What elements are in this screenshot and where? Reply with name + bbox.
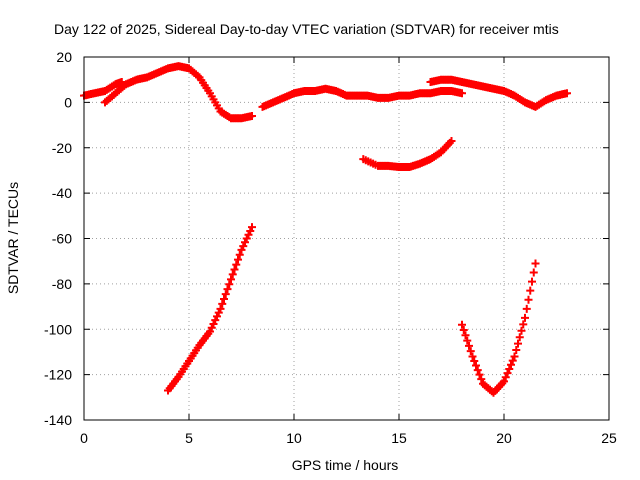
data-point bbox=[529, 268, 538, 277]
data-point bbox=[465, 341, 473, 350]
data-point bbox=[563, 89, 571, 98]
data-point bbox=[447, 136, 456, 145]
data-point bbox=[477, 375, 486, 384]
x-tick-label: 15 bbox=[391, 430, 407, 446]
data-point bbox=[531, 259, 540, 268]
y-tick-label: -60 bbox=[52, 231, 72, 247]
data-point bbox=[524, 295, 533, 304]
data-point bbox=[505, 364, 514, 373]
data-series bbox=[80, 62, 571, 397]
data-point bbox=[468, 352, 477, 361]
axis-ticks: 0 5 10 15 20 25 20 0 -20 -40 -60 -80 -100 -120 -140 bbox=[44, 49, 617, 446]
y-tick-label: 20 bbox=[56, 49, 72, 65]
data-point bbox=[234, 255, 242, 264]
data-point bbox=[470, 357, 479, 366]
x-tick-label: 5 bbox=[185, 430, 193, 446]
y-tick-label: -120 bbox=[44, 367, 72, 383]
data-point bbox=[458, 320, 466, 329]
chart-title: Day 122 of 2025, Sidereal Day-to-day VTE… bbox=[54, 21, 559, 37]
data-point bbox=[475, 370, 484, 379]
plot-frame bbox=[83, 56, 610, 421]
data-point bbox=[528, 277, 536, 286]
y-axis-label: SDTVAR / TECUs bbox=[5, 182, 21, 294]
data-point bbox=[221, 290, 230, 299]
data-point bbox=[514, 339, 522, 348]
y-tick-label: -40 bbox=[52, 185, 72, 201]
data-point bbox=[503, 369, 512, 378]
y-tick-label: -140 bbox=[44, 412, 72, 428]
data-point bbox=[501, 373, 510, 382]
data-point bbox=[228, 270, 237, 279]
data-point bbox=[517, 326, 526, 335]
x-tick-label: 0 bbox=[80, 430, 88, 446]
data-point bbox=[248, 111, 256, 120]
data-point bbox=[519, 320, 528, 329]
data-point bbox=[225, 280, 234, 289]
series-arc-5 bbox=[359, 136, 456, 172]
series-arc-1 bbox=[80, 77, 126, 100]
data-point bbox=[223, 285, 232, 294]
data-point bbox=[235, 250, 244, 259]
data-point bbox=[507, 360, 515, 369]
series-arc-4 bbox=[426, 75, 571, 111]
x-tick-label: 25 bbox=[601, 430, 617, 446]
y-tick-label: -80 bbox=[52, 276, 72, 292]
y-tick-label: -20 bbox=[52, 140, 72, 156]
data-point bbox=[526, 286, 535, 295]
y-tick-label: -100 bbox=[44, 321, 72, 337]
data-point bbox=[508, 356, 517, 365]
data-point bbox=[461, 331, 470, 340]
data-point bbox=[232, 260, 241, 269]
x-tick-label: 10 bbox=[286, 430, 302, 446]
data-point bbox=[218, 299, 227, 308]
data-point bbox=[510, 352, 519, 361]
data-point bbox=[230, 265, 239, 274]
series-arc-6 bbox=[164, 223, 256, 395]
y-tick-label: 0 bbox=[64, 94, 72, 110]
x-axis-label: GPS time / hours bbox=[292, 457, 399, 473]
data-point bbox=[227, 275, 235, 284]
data-point bbox=[459, 326, 468, 335]
data-point bbox=[458, 89, 466, 98]
data-point bbox=[220, 295, 228, 303]
data-point bbox=[521, 313, 529, 322]
x-tick-label: 20 bbox=[496, 430, 512, 446]
data-point bbox=[512, 346, 521, 355]
data-point bbox=[466, 347, 475, 356]
series-arc-7 bbox=[458, 259, 540, 397]
series-arc-3 bbox=[258, 84, 466, 111]
data-point bbox=[216, 304, 225, 313]
data-point bbox=[463, 336, 472, 345]
grid-lines bbox=[84, 57, 609, 420]
data-point bbox=[472, 361, 480, 370]
data-point bbox=[522, 304, 531, 313]
data-point bbox=[473, 366, 482, 375]
data-point bbox=[500, 377, 508, 386]
data-point bbox=[515, 333, 524, 342]
series-arc-2 bbox=[101, 62, 256, 123]
data-point bbox=[248, 223, 256, 232]
